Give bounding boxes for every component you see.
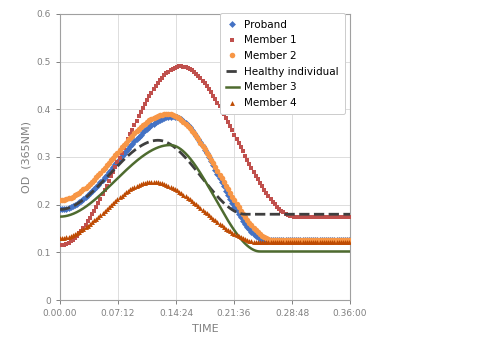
Member 4	[187, 197, 193, 201]
Healthy individual	[342, 212, 347, 216]
Member 1	[157, 78, 163, 82]
Member 3	[108, 184, 114, 188]
Proband	[98, 180, 103, 184]
Line: Member 4: Member 4	[58, 179, 352, 244]
Proband	[284, 238, 290, 243]
Member 1	[187, 67, 193, 71]
Member 2	[272, 238, 278, 243]
Member 3	[342, 249, 347, 254]
Line: Member 1: Member 1	[58, 64, 352, 248]
Member 3	[167, 143, 173, 147]
Member 2	[166, 112, 172, 116]
Member 3	[347, 249, 353, 254]
Member 4	[346, 240, 352, 244]
Line: Member 2: Member 2	[57, 111, 352, 243]
Proband	[187, 125, 193, 129]
Proband	[346, 238, 352, 243]
Member 4	[57, 236, 63, 240]
Healthy individual	[347, 212, 353, 216]
Member 2	[57, 198, 63, 202]
Member 1	[57, 243, 63, 247]
Healthy individual	[90, 189, 96, 193]
Member 4	[148, 180, 154, 184]
Proband	[238, 215, 244, 219]
Member 2	[187, 126, 193, 130]
Member 4	[238, 235, 244, 239]
Line: Proband: Proband	[58, 114, 352, 243]
Proband	[170, 114, 176, 118]
Member 1	[98, 197, 103, 201]
Member 3	[57, 215, 63, 219]
Member 3	[90, 199, 96, 203]
Proband	[164, 115, 170, 119]
Proband	[57, 207, 63, 211]
Member 3	[168, 143, 174, 147]
Member 2	[98, 170, 103, 175]
Member 4	[98, 213, 103, 217]
Member 1	[238, 145, 244, 149]
Proband	[266, 238, 272, 243]
Healthy individual	[108, 171, 114, 176]
Healthy individual	[155, 138, 161, 142]
Member 1	[164, 71, 170, 76]
Member 1	[178, 64, 184, 68]
Member 1	[282, 211, 288, 216]
Member 3	[257, 249, 263, 254]
Member 1	[346, 215, 352, 219]
Member 2	[284, 238, 290, 243]
Member 4	[166, 184, 172, 188]
Healthy individual	[181, 154, 187, 158]
Line: Healthy individual: Healthy individual	[60, 140, 350, 214]
Member 4	[284, 240, 290, 244]
Healthy individual	[242, 212, 248, 216]
Legend: Proband, Member 1, Member 2, Healthy individual, Member 3, Member 4: Proband, Member 1, Member 2, Healthy ind…	[220, 13, 345, 115]
Healthy individual	[310, 212, 316, 216]
Member 2	[157, 113, 163, 117]
Healthy individual	[168, 143, 174, 147]
X-axis label: TIME: TIME	[192, 324, 218, 334]
Member 2	[164, 112, 170, 116]
Proband	[157, 118, 163, 122]
Member 3	[181, 150, 187, 154]
Member 4	[159, 181, 165, 186]
Y-axis label: OD  (365NM): OD (365NM)	[21, 121, 31, 193]
Member 2	[346, 238, 352, 243]
Member 2	[238, 208, 244, 213]
Healthy individual	[57, 207, 63, 211]
Member 3	[310, 249, 316, 254]
Member 4	[257, 240, 263, 244]
Line: Member 3: Member 3	[60, 145, 350, 252]
